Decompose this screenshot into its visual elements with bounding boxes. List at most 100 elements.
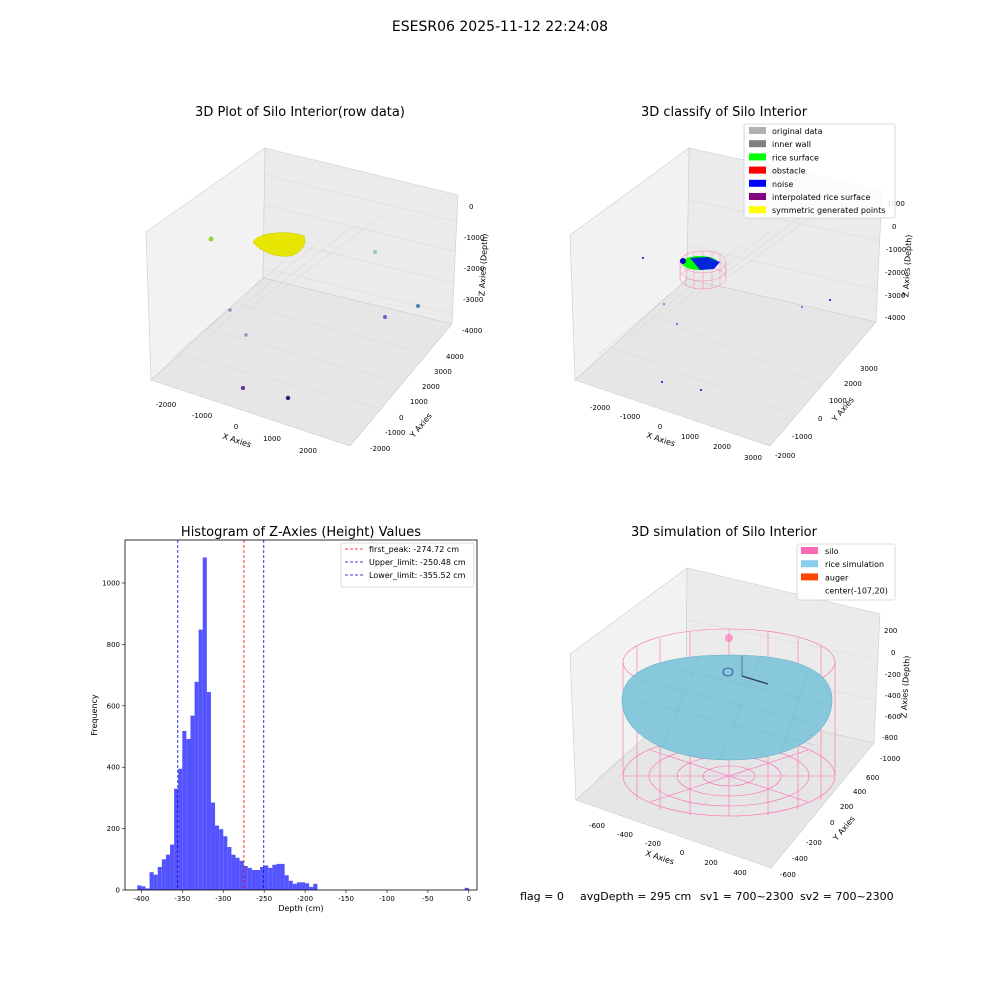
simulation-3d-x-tick: -600: [589, 822, 605, 830]
simulation-3d-z-tick: -1000: [880, 755, 900, 763]
histogram-x-tick-label: -350: [174, 895, 190, 903]
simulation-3d-y-tick: -200: [806, 839, 822, 847]
simulation-3d-legend-label: center(-107,20): [825, 587, 888, 596]
panel-classify-3d: 3D classify of Silo Interior -2000 -1000…: [569, 105, 914, 462]
classify-3d-y-tick: -2000: [775, 452, 795, 460]
histogram-bar: [141, 886, 146, 890]
raw-3d-zlabel: Z Axies (Depth): [477, 233, 489, 296]
histogram-ylabel: Frequency: [90, 694, 99, 736]
classify-3d-x-tick: 3000: [744, 454, 762, 462]
histogram-bar: [251, 870, 256, 890]
classify-3d-legend-swatch: [749, 179, 766, 187]
classify-3d-legend-label: original data: [772, 127, 823, 136]
simulation-3d-z-tick: -200: [885, 671, 901, 679]
histogram-bar: [239, 860, 244, 890]
histogram-bar: [227, 847, 232, 890]
simulation-3d-y-tick: 400: [853, 788, 866, 796]
simulation-3d-x-tick: 0: [680, 849, 684, 857]
classify-3d-y-tick: 0: [818, 415, 822, 423]
histogram-bar: [268, 867, 273, 890]
classify-3d-z-tick: -1000: [886, 246, 906, 254]
raw-3d-xlabel: X Axies: [221, 432, 252, 450]
histogram-bar: [153, 874, 158, 890]
histogram-bar: [223, 836, 228, 890]
histogram-bar: [194, 681, 199, 890]
simulation-3d-y-tick: -600: [780, 871, 796, 879]
classify-3d-x-tick: 2000: [713, 443, 731, 451]
simulation-3d-y-tick: 200: [840, 803, 853, 811]
simulation-3d-y-tick: -400: [792, 855, 808, 863]
raw-3d-x-tick: 2000: [299, 447, 317, 455]
histogram-legend-label: Lower_limit: -355.52 cm: [369, 571, 466, 580]
histogram-bar: [182, 730, 187, 890]
raw-3d-y-tick: 2000: [422, 383, 440, 391]
simulation-3d-legend: silo rice simulation auger center(-107,20): [796, 543, 896, 601]
histogram-bar: [272, 864, 277, 890]
simulation-3d-z-tick: 0: [891, 649, 895, 657]
classify-3d-x-tick: -1000: [620, 413, 640, 421]
classify-3d-y-tick: 2000: [844, 380, 862, 388]
histogram-x-ticks: -400 -350 -300 -250 -200 -150 -100 -50 0: [133, 890, 471, 903]
histogram-bar: [174, 788, 179, 890]
simulation-3d-z-ticks: 200 0 -200 -400 -600 -800 -1000: [880, 627, 901, 763]
histogram-y-tick-label: 1000: [102, 579, 120, 587]
raw-3d-point: [228, 308, 232, 312]
histogram-bar: [280, 863, 285, 890]
histogram-legend-label: Upper_limit: -250.48 cm: [369, 558, 466, 567]
simulation-3d-legend-label: rice simulation: [825, 560, 884, 569]
raw-3d-x-tick: 0: [234, 423, 238, 431]
histogram-bar: [198, 629, 203, 890]
histogram-xlabel: Depth (cm): [278, 904, 323, 913]
histogram-bar: [288, 880, 293, 890]
simulation-3d-ylabel: Y Axies: [831, 814, 857, 843]
histogram-y-tick-label: 0: [116, 887, 120, 895]
histogram-bar: [161, 859, 166, 890]
histogram-bar: [260, 866, 265, 890]
classify-3d-z-ticks: 1000 0 -1000 -2000 -3000 -4000: [885, 200, 906, 322]
histogram-legend: first_peak: -274.72 cm Upper_limit: -250.…: [340, 542, 475, 588]
classify-3d-points: [642, 250, 831, 391]
histogram-bar: [296, 882, 301, 890]
classify-3d-point: [661, 381, 663, 383]
histogram-bar: [186, 738, 191, 890]
histogram-bar: [276, 863, 281, 890]
histogram-bar: [292, 883, 297, 890]
status-flag: flag = 0: [520, 890, 564, 903]
simulation-3d-z-tick: 200: [884, 627, 897, 635]
classify-3d-point: [700, 389, 702, 391]
classify-3d-legend-label: symmetric generated points: [772, 206, 885, 215]
classify-3d-legend: original data inner wall rice surface obsta…: [743, 123, 896, 219]
panel-raw-3d: 3D Plot of Silo Interior(row data) -2000…: [145, 105, 490, 455]
simulation-3d-legend-swatch: [801, 560, 818, 568]
simulation-3d-y-tick: 600: [866, 774, 879, 782]
classify-3d-x-tick: -2000: [590, 404, 610, 412]
status-sv1: sv1 = 700~2300: [700, 890, 794, 903]
histogram-bar: [165, 854, 171, 890]
histogram-bar: [178, 768, 183, 890]
classify-3d-legend-label: inner wall: [772, 140, 811, 149]
classify-3d-y-tick: -1000: [792, 433, 812, 441]
classify-3d-legend-label: obstacle: [772, 167, 806, 176]
histogram-frame: [124, 539, 478, 891]
classify-3d-legend-swatch: [749, 206, 766, 214]
raw-3d-z-tick: -1000: [464, 234, 484, 242]
histogram-y-tick-label: 600: [107, 702, 120, 710]
raw-3d-point: [416, 304, 420, 308]
classify-3d-point: [676, 323, 678, 325]
raw-3d-point: [244, 333, 248, 337]
classify-3d-y-tick: 1000: [829, 397, 847, 405]
classify-3d-floor-pane: [574, 278, 877, 447]
classify-3d-legend-swatch: [749, 153, 766, 161]
figure-suptitle: ESESR06 2025-11-12 22:24:08: [392, 19, 608, 35]
status-avg-depth: avgDepth = 295 cm: [580, 890, 691, 903]
histogram-bar: [255, 870, 261, 890]
histogram-bar: [284, 875, 289, 890]
histogram-y-tick-label: 200: [107, 825, 120, 833]
simulation-3d-legend-label: silo: [825, 547, 839, 556]
raw-3d-title: 3D Plot of Silo Interior(row data): [195, 105, 405, 120]
simulation-3d-xlabel: X Axies: [644, 849, 675, 867]
classify-3d-legend-label: interpolated rice surface: [772, 193, 870, 202]
simulation-3d-y-ticks: -600 -400 -200 0 200 400 600: [780, 774, 879, 879]
raw-3d-panes: [145, 147, 459, 447]
